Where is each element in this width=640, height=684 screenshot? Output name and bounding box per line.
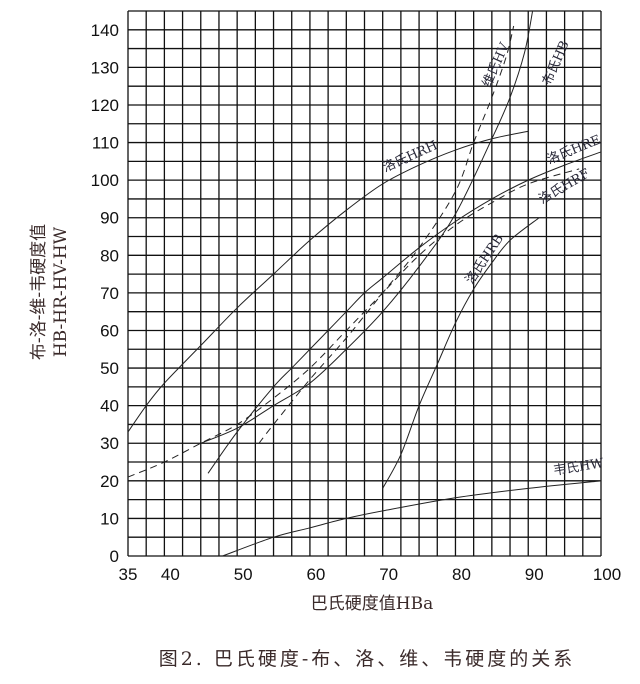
series-lines — [127, 10, 602, 557]
y-tick-label: 100 — [91, 171, 119, 190]
y-tick-label: 50 — [100, 359, 119, 378]
series-label-hrb: 洛氏HRB — [463, 232, 507, 287]
x-tick-label: 90 — [525, 565, 544, 584]
x-tick-label: 80 — [452, 565, 471, 584]
series-label-hrh: 洛氏HRH — [381, 138, 441, 175]
y-tick-label: 120 — [91, 96, 119, 115]
series-line-3 — [207, 151, 602, 474]
series-line-0 — [127, 130, 529, 433]
y-tick-label: 10 — [100, 509, 119, 528]
y-tick-label: 90 — [100, 209, 119, 228]
x-tick-label: 50 — [234, 565, 253, 584]
y-axis-title-cn: 布-洛-维-韦硬度值 — [29, 224, 49, 360]
y-tick-label: 20 — [100, 472, 119, 491]
y-tick-label: 60 — [100, 321, 119, 340]
series-label-hb: 布氏HB — [540, 39, 573, 88]
figure-caption: 图2. 巴氏硬度-布、洛、维、韦硬度的关系 — [159, 648, 576, 670]
series-line-1 — [200, 10, 534, 444]
y-tick-label: 140 — [91, 21, 119, 40]
series-line-4 — [127, 168, 580, 478]
series-line-6 — [222, 480, 602, 557]
x-tick-label: 100 — [593, 565, 621, 584]
series-line-5 — [382, 217, 540, 489]
series-label-hw: 韦氏HW — [552, 456, 605, 479]
series-label-hre: 洛氏HRE — [545, 133, 603, 168]
y-tick-label: 30 — [100, 434, 119, 453]
tick-labels: 0 10 20 30 40 50 60 70 80 90 100 110 120 130 140 35 40 50… — [91, 21, 622, 584]
grid — [127, 10, 602, 557]
y-tick-label: 0 — [110, 547, 119, 566]
x-tick-label: 40 — [161, 565, 180, 584]
series-line-2 — [258, 25, 515, 444]
x-tick-label: 35 — [119, 565, 138, 584]
series-label-hv: 维氏HV — [480, 40, 513, 89]
y-tick-label: 80 — [100, 246, 119, 265]
y-tick-label: 130 — [91, 58, 119, 77]
x-axis-title: 巴氏硬度值HBa — [311, 594, 433, 614]
y-axis-title-en: HB-HR-HV-HW — [51, 226, 71, 357]
y-tick-label: 40 — [100, 397, 119, 416]
y-tick-label: 110 — [92, 134, 119, 153]
y-tick-label: 70 — [100, 284, 119, 303]
x-tick-label: 70 — [379, 565, 398, 584]
x-tick-label: 60 — [306, 565, 325, 584]
